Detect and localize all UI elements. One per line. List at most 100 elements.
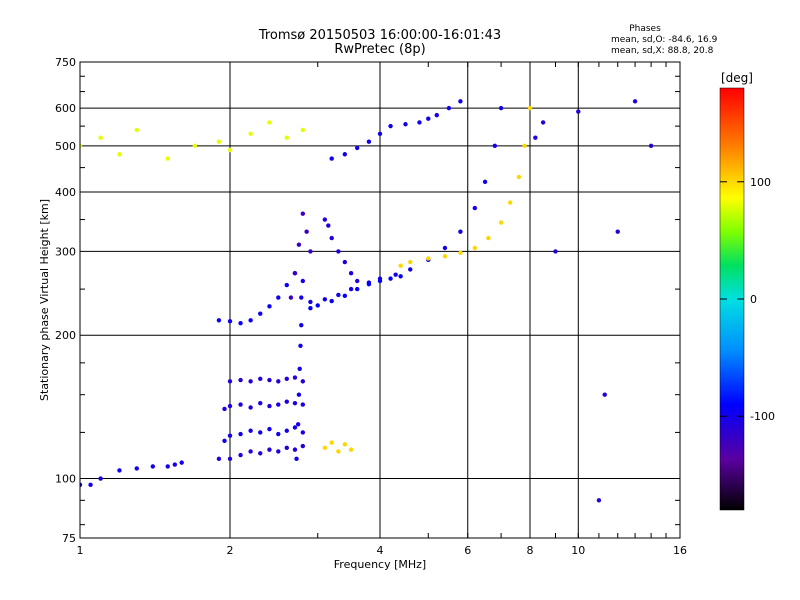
point-9-12: [482, 179, 488, 185]
point-10-6: [377, 278, 383, 284]
point-14-4: [596, 498, 602, 503]
point-3-4: [258, 400, 263, 406]
point-12-0: [329, 156, 334, 161]
point-11-5: [472, 245, 478, 251]
point-3-9: [300, 402, 306, 407]
point-12-1: [342, 152, 348, 157]
point-7-4: [304, 229, 309, 234]
point-13-9: [267, 120, 272, 125]
point-1-3: [248, 449, 253, 454]
y-tick-label-2: 200: [55, 329, 76, 342]
point-3-8: [292, 400, 298, 406]
point-2-1: [227, 433, 233, 438]
point-9-9: [442, 245, 448, 251]
point-8-4: [342, 259, 348, 265]
point-1-5: [267, 447, 272, 452]
point-12-11: [458, 99, 463, 104]
point-10-2: [329, 298, 334, 304]
point-5-3: [297, 366, 302, 372]
point-12-7: [417, 120, 422, 125]
point-2-7: [284, 428, 289, 433]
point-0-7: [172, 462, 178, 467]
point-13-7: [227, 147, 233, 153]
point-0-5: [150, 464, 156, 469]
y-tick-label-7: 750: [55, 56, 76, 69]
y-tick-label-5: 500: [55, 140, 76, 153]
point-8-3: [336, 249, 341, 254]
point-4-6: [284, 376, 289, 381]
point-6-3: [248, 318, 253, 323]
point-11-1: [408, 259, 413, 265]
point-9-10: [458, 229, 463, 234]
point-0-4: [134, 466, 139, 471]
point-2-6: [276, 431, 281, 437]
phases-x-stats: mean, sd,X: 88.8, 20.8: [611, 46, 714, 56]
point-12-4: [377, 131, 383, 136]
point-11-0: [398, 263, 403, 268]
point-5-1: [295, 422, 301, 427]
point-8-6: [354, 278, 360, 284]
point-4-7: [292, 375, 298, 380]
point-2-3: [248, 428, 253, 433]
x-tick-label-4: 8: [527, 544, 534, 557]
point-12-9: [434, 112, 439, 118]
point-5-0: [294, 456, 299, 462]
point-1-4: [258, 451, 263, 456]
point-1-9: [300, 443, 306, 449]
colorbar-ticks: 100 0 -100: [720, 176, 775, 423]
point-4-0: [227, 379, 233, 384]
phases-o-stats: mean, sd,O: -84.6, 16.9: [611, 35, 718, 45]
point-2-0: [222, 438, 227, 444]
point-1-1: [227, 456, 233, 462]
y-tick-label-3: 300: [55, 245, 76, 258]
point-7-3: [300, 211, 306, 216]
point-6-6: [276, 295, 281, 300]
point-4-3: [258, 376, 263, 381]
point-6-1: [227, 319, 233, 324]
point-2-5: [267, 426, 272, 432]
point-14-2: [553, 249, 558, 254]
point-13-2: [117, 152, 122, 157]
axis-ticks: 1 2 4 6 8 10 16 75 100 200 300 400 500 600 750: [55, 56, 687, 557]
point-10-5: [366, 282, 372, 287]
point-0-8: [179, 460, 184, 465]
point-14-0: [533, 135, 538, 140]
x-tick-label-6: 16: [673, 544, 687, 557]
point-10-1: [315, 303, 320, 308]
point-12-3: [366, 139, 372, 144]
point-4-1: [238, 377, 243, 383]
point-2-9: [300, 430, 306, 435]
x-tick-label-3: 6: [464, 544, 471, 557]
grid-lines: [80, 62, 680, 538]
point-7-2: [296, 242, 302, 247]
point-11-8: [507, 200, 513, 205]
point-11-2: [426, 256, 431, 261]
point-3-2: [238, 402, 243, 407]
point-7-1: [292, 271, 298, 276]
point-9-13: [492, 143, 498, 149]
point-14-6: [615, 229, 620, 234]
x-axis-label: Frequency [MHz]: [334, 558, 426, 571]
point-2-8: [292, 425, 298, 430]
colorbar-tick-label-1: 0: [750, 293, 757, 306]
x-tick-label-0: 1: [77, 544, 84, 557]
point-12-2: [354, 145, 360, 151]
point-14-8: [648, 143, 654, 149]
point-1-7: [284, 445, 289, 451]
point-10-7: [388, 276, 393, 281]
point-7-5: [308, 249, 313, 254]
point-7-0: [288, 295, 294, 300]
point-15-2: [336, 449, 341, 454]
point-15-0: [322, 445, 328, 451]
point-0-6: [165, 464, 170, 469]
point-6-4: [258, 311, 263, 316]
colorbar-tick-label-0: 100: [750, 176, 771, 189]
point-1-6: [276, 449, 281, 454]
y-tick-label-0: 75: [62, 532, 76, 545]
point-9-2: [336, 292, 341, 298]
y-axis-label: Stationary phase Virtual Height [km]: [38, 199, 51, 401]
point-3-0: [222, 406, 227, 412]
point-5-5: [299, 322, 304, 328]
point-3-1: [227, 403, 233, 409]
